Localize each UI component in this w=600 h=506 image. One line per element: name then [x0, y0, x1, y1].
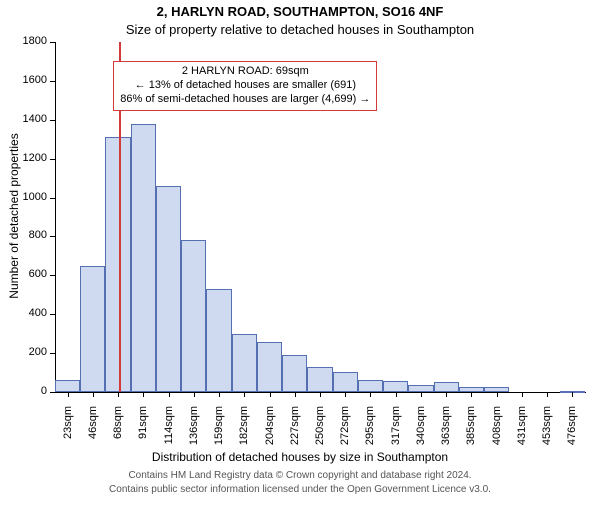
histogram-bar	[206, 289, 231, 392]
xtick-mark	[194, 392, 195, 397]
ytick-mark	[50, 353, 55, 354]
xtick-mark	[396, 392, 397, 397]
footer-line-1: Contains HM Land Registry data © Crown c…	[0, 470, 600, 481]
ytick-mark	[50, 392, 55, 393]
xtick-mark	[169, 392, 170, 397]
xtick-mark	[345, 392, 346, 397]
histogram-bar	[307, 367, 332, 392]
histogram-bar	[408, 385, 433, 392]
chart-title-subtitle: Size of property relative to detached ho…	[0, 22, 600, 37]
histogram-bar	[156, 186, 181, 392]
ytick-mark	[50, 275, 55, 276]
histogram-bar	[358, 380, 383, 392]
xtick-mark	[118, 392, 119, 397]
ytick-mark	[50, 159, 55, 160]
xtick-mark	[320, 392, 321, 397]
ytick-mark	[50, 314, 55, 315]
histogram-bar	[257, 342, 282, 392]
xtick-mark	[93, 392, 94, 397]
ytick-mark	[50, 120, 55, 121]
xtick-mark	[522, 392, 523, 397]
histogram-bar	[434, 382, 459, 392]
histogram-bar	[282, 355, 307, 392]
xtick-mark	[497, 392, 498, 397]
chart-title-address: 2, HARLYN ROAD, SOUTHAMPTON, SO16 4NF	[0, 4, 600, 19]
histogram-bar	[55, 380, 80, 392]
xtick-mark	[370, 392, 371, 397]
xtick-mark	[421, 392, 422, 397]
annotation-box: 2 HARLYN ROAD: 69sqm← 13% of detached ho…	[113, 61, 377, 110]
xtick-mark	[270, 392, 271, 397]
xtick-mark	[547, 392, 548, 397]
xtick-mark	[295, 392, 296, 397]
x-axis-label: Distribution of detached houses by size …	[0, 450, 600, 464]
annotation-line: ← 13% of detached houses are smaller (69…	[120, 79, 370, 93]
histogram-bar	[131, 124, 156, 392]
footer-line-2: Contains public sector information licen…	[0, 484, 600, 495]
xtick-mark	[143, 392, 144, 397]
ytick-mark	[50, 81, 55, 82]
ytick-mark	[50, 198, 55, 199]
annotation-line: 2 HARLYN ROAD: 69sqm	[120, 65, 370, 79]
annotation-line: 86% of semi-detached houses are larger (…	[120, 93, 370, 107]
histogram-bar	[80, 266, 105, 392]
xtick-mark	[219, 392, 220, 397]
xtick-mark	[446, 392, 447, 397]
histogram-bar	[181, 240, 206, 392]
ytick-mark	[50, 42, 55, 43]
histogram-bar	[383, 381, 408, 392]
histogram-bar	[333, 372, 358, 392]
xtick-mark	[68, 392, 69, 397]
xtick-mark	[572, 392, 573, 397]
ytick-mark	[50, 236, 55, 237]
xtick-mark	[471, 392, 472, 397]
y-axis-label: Number of detached properties	[7, 41, 21, 391]
histogram-bar	[232, 334, 257, 392]
xtick-mark	[244, 392, 245, 397]
